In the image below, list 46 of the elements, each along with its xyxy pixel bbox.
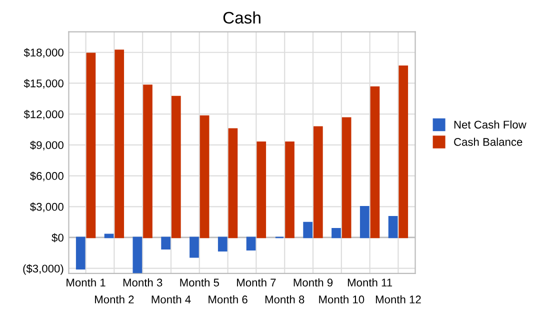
y-tick-label: $6,000 xyxy=(30,172,64,182)
bar xyxy=(76,236,86,270)
y-tick-label: $15,000 xyxy=(24,79,64,89)
y-tick-label: $9,000 xyxy=(30,140,64,150)
x-tick-label: Month 5 xyxy=(180,278,220,287)
x-tick-label: Month 10 xyxy=(319,295,364,304)
x-tick-label: Month 11 xyxy=(348,278,392,287)
bar xyxy=(171,96,181,238)
legend-label: Cash Balance xyxy=(454,138,522,146)
y-tick-label: $0 xyxy=(52,233,64,242)
bar xyxy=(342,117,352,238)
x-tick-label: Month 2 xyxy=(95,295,134,304)
x-tick-label: Month 12 xyxy=(376,295,421,304)
bar xyxy=(360,206,370,238)
x-tick-label: Month 9 xyxy=(294,278,333,287)
bar xyxy=(228,128,238,238)
bar xyxy=(86,52,96,238)
legend-label: Net Cash Flow xyxy=(454,120,526,129)
bar xyxy=(114,50,124,238)
bar xyxy=(104,234,114,238)
x-tick-label: Month 8 xyxy=(265,295,304,304)
bar xyxy=(246,236,256,251)
bar xyxy=(388,216,398,238)
x-tick-label: Month 4 xyxy=(152,295,191,304)
bar xyxy=(314,126,323,238)
y-tick-label: $18,000 xyxy=(24,48,64,58)
bar xyxy=(285,141,294,238)
bar xyxy=(161,236,170,250)
bar xyxy=(200,115,210,238)
x-tick-label: Month 7 xyxy=(237,278,276,287)
y-tick-label: ($3,000) xyxy=(23,264,64,275)
bar xyxy=(256,141,266,238)
bar xyxy=(303,222,313,238)
x-tick-label: Month 3 xyxy=(123,278,162,287)
bar xyxy=(398,66,408,238)
bar xyxy=(190,236,199,258)
chart-title: Cash xyxy=(223,11,260,24)
y-tick-label: $12,000 xyxy=(24,110,64,120)
bar xyxy=(218,236,228,252)
y-tick-label: $3,000 xyxy=(30,202,64,212)
x-tick-label: Month 1 xyxy=(66,278,106,287)
bar xyxy=(370,86,380,238)
x-tick-label: Month 6 xyxy=(208,295,248,304)
bar xyxy=(332,228,341,238)
bar xyxy=(143,84,152,238)
bar xyxy=(132,236,142,274)
